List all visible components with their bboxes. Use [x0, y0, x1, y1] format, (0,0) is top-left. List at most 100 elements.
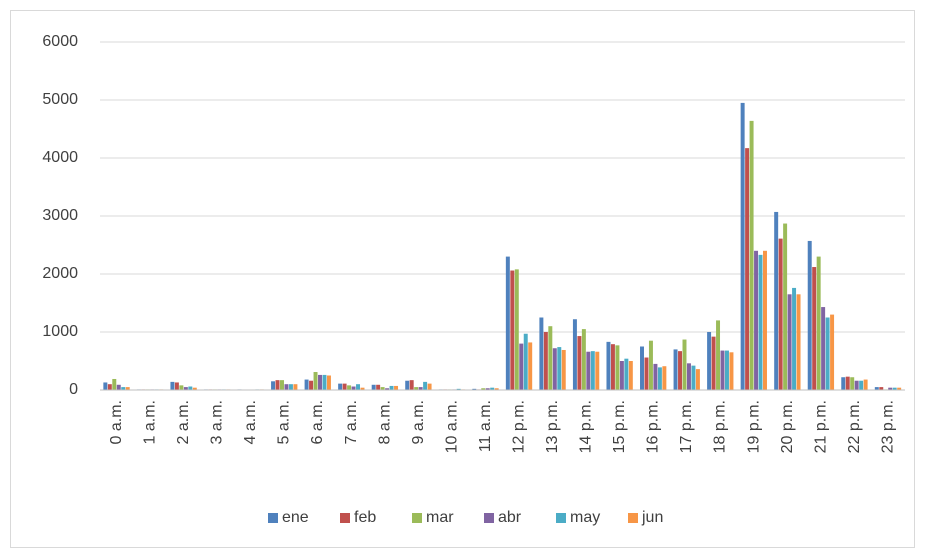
x-tick-label: 2 a.m.: [175, 400, 192, 444]
bar: [707, 332, 711, 390]
y-tick-label: 2000: [42, 265, 78, 282]
bar: [428, 384, 432, 390]
legend-label: mar: [426, 509, 454, 526]
bar: [293, 384, 297, 390]
bar: [658, 367, 662, 390]
legend-label: jun: [641, 509, 663, 526]
bar: [759, 255, 763, 390]
x-tick-label: 20 p.m.: [779, 400, 796, 453]
bar: [577, 336, 581, 390]
bar: [774, 212, 778, 390]
bar: [826, 318, 830, 391]
bar: [510, 271, 514, 390]
x-tick-label: 22 p.m.: [846, 400, 863, 453]
bar: [687, 363, 691, 390]
bar: [745, 148, 749, 390]
bar: [864, 380, 868, 390]
bar: [280, 380, 284, 390]
bar: [528, 342, 532, 390]
bar: [855, 381, 859, 390]
bar: [779, 239, 783, 390]
bar: [343, 384, 347, 390]
bar: [314, 372, 318, 390]
x-tick-label: 13 p.m.: [544, 400, 561, 453]
x-tick-label: 14 p.m.: [578, 400, 595, 453]
legend-swatch: [412, 513, 422, 523]
bar: [170, 382, 174, 390]
bar: [741, 103, 745, 390]
bar: [817, 257, 821, 390]
bar: [305, 380, 309, 390]
bar: [276, 380, 280, 390]
bar: [591, 351, 595, 390]
bar: [289, 384, 293, 390]
bar: [112, 379, 116, 390]
x-tick-label: 7 a.m.: [343, 400, 360, 444]
bar: [117, 385, 121, 390]
x-tick-label: 11 a.m.: [477, 400, 494, 452]
bar: [725, 351, 729, 390]
bar: [640, 347, 644, 391]
bar: [586, 352, 590, 390]
bar: [595, 352, 599, 390]
bar: [108, 384, 112, 390]
bar: [624, 359, 628, 390]
bar: [557, 347, 561, 390]
bar: [515, 269, 519, 390]
bar: [352, 387, 356, 390]
bar: [841, 377, 845, 390]
x-tick-label: 3 a.m.: [209, 400, 226, 444]
bar: [788, 294, 792, 390]
bar: [830, 315, 834, 390]
legend-label: abr: [498, 509, 522, 526]
y-tick-label: 1000: [42, 323, 78, 340]
bar: [606, 342, 610, 390]
bar: [783, 224, 787, 390]
x-tick-label: 5 a.m.: [276, 400, 293, 444]
bar: [716, 320, 720, 390]
legend-label: ene: [282, 509, 309, 526]
bar: [376, 385, 380, 390]
x-tick-label: 18 p.m.: [712, 400, 729, 453]
bar: [327, 376, 331, 391]
bar: [821, 307, 825, 390]
bar: [562, 350, 566, 390]
x-tick-label: 17 p.m.: [678, 400, 695, 453]
bar: [696, 369, 700, 390]
y-tick-label: 4000: [42, 149, 78, 166]
x-tick-label: 19 p.m.: [745, 400, 762, 453]
bar: [175, 382, 179, 390]
bar: [103, 382, 107, 390]
bar: [812, 267, 816, 390]
bar: [347, 385, 351, 390]
legend-swatch: [556, 513, 566, 523]
x-tick-label: 0 a.m.: [108, 400, 125, 444]
x-tick-label: 15 p.m.: [611, 400, 628, 453]
bar: [712, 337, 716, 390]
bar: [611, 344, 615, 390]
legend-label: may: [570, 509, 600, 526]
legend-swatch: [340, 513, 350, 523]
bar: [797, 294, 801, 390]
bar: [318, 375, 322, 390]
bar: [691, 366, 695, 390]
legend-swatch: [268, 513, 278, 523]
bar: [548, 326, 552, 390]
bar: [539, 318, 543, 391]
bar: [271, 381, 275, 390]
bar: [721, 351, 725, 390]
bar: [792, 288, 796, 390]
bar: [405, 381, 409, 390]
bar: [372, 385, 376, 390]
y-tick-label: 0: [69, 381, 78, 398]
bar: [553, 348, 557, 390]
bar: [394, 386, 398, 390]
bar: [524, 334, 528, 390]
bar: [859, 381, 863, 390]
bar: [390, 386, 394, 390]
x-tick-label: 23 p.m.: [879, 400, 896, 453]
bar: [653, 364, 657, 390]
bar: [729, 352, 733, 390]
bar: [750, 121, 754, 390]
